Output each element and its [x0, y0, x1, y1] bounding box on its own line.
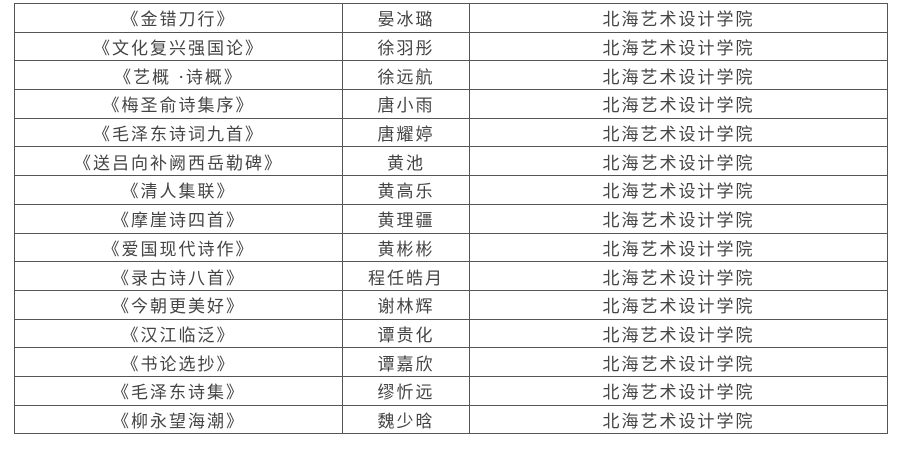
table-row: 《送吕向补阙西岳勒碑》 黄池 北海艺术设计学院 [14, 146, 888, 177]
table-row: 《柳永望海潮》 魏少晗 北海艺术设计学院 [14, 404, 888, 435]
work-title-cell: 《梅圣俞诗集序》 [14, 89, 343, 119]
author-name-cell: 唐耀婷 [342, 117, 470, 148]
work-title-cell: 《送吕向补阙西岳勒碑》 [14, 146, 343, 177]
author-name-cell: 谭贵化 [342, 318, 470, 349]
table-row: 《录古诗八首》 程任皓月 北海艺术设计学院 [14, 261, 888, 291]
table-row: 《艺概 ·诗概》 徐远航 北海艺术设计学院 [14, 60, 888, 91]
author-name-cell: 魏少晗 [342, 404, 470, 435]
school-cell: 北海艺术设计学院 [469, 203, 888, 234]
table-row: 《金错刀行》 晏冰璐 北海艺术设计学院 [14, 3, 888, 33]
table-row: 《摩崖诗四首》 黄理疆 北海艺术设计学院 [14, 203, 888, 234]
work-title-cell: 《录古诗八首》 [14, 261, 343, 291]
work-title-cell: 《文化复兴强国论》 [14, 31, 343, 62]
school-cell: 北海艺术设计学院 [469, 60, 888, 91]
work-title-cell: 《摩崖诗四首》 [14, 203, 343, 234]
school-cell: 北海艺术设计学院 [469, 318, 888, 349]
table-row: 《毛泽东诗集》 缪忻远 北海艺术设计学院 [14, 375, 888, 406]
school-cell: 北海艺术设计学院 [469, 289, 888, 320]
entries-table: 《金错刀行》 晏冰璐 北海艺术设计学院 《文化复兴强国论》 徐羽彤 北海艺术设计学院 《艺概… [14, 3, 888, 435]
work-title-cell: 《柳永望海潮》 [14, 404, 343, 435]
school-cell: 北海艺术设计学院 [469, 31, 888, 62]
work-title-cell: 《清人集联》 [14, 175, 343, 205]
author-name-cell: 黄彬彬 [342, 232, 470, 263]
table-row: 《书论选抄》 谭嘉欣 北海艺术设计学院 [14, 347, 888, 377]
author-name-cell: 黄高乐 [342, 175, 470, 205]
author-name-cell: 黄理疆 [342, 203, 470, 234]
work-title-cell: 《爱国现代诗作》 [14, 232, 343, 263]
school-cell: 北海艺术设计学院 [469, 347, 888, 377]
work-title-cell: 《汉江临泛》 [14, 318, 343, 349]
school-cell: 北海艺术设计学院 [469, 404, 888, 435]
school-cell: 北海艺术设计学院 [469, 232, 888, 263]
author-name-cell: 晏冰璐 [342, 3, 470, 33]
author-name-cell: 黄池 [342, 146, 470, 177]
school-cell: 北海艺术设计学院 [469, 89, 888, 119]
table-row: 《文化复兴强国论》 徐羽彤 北海艺术设计学院 [14, 31, 888, 62]
author-name-cell: 程任皓月 [342, 261, 470, 291]
school-cell: 北海艺术设计学院 [469, 375, 888, 406]
work-title-cell: 《书论选抄》 [14, 347, 343, 377]
table-row: 《今朝更美好》 谢林辉 北海艺术设计学院 [14, 289, 888, 320]
school-cell: 北海艺术设计学院 [469, 3, 888, 33]
school-cell: 北海艺术设计学院 [469, 175, 888, 205]
table-row: 《爱国现代诗作》 黄彬彬 北海艺术设计学院 [14, 232, 888, 263]
school-cell: 北海艺术设计学院 [469, 261, 888, 291]
table-row: 《毛泽东诗词九首》 唐耀婷 北海艺术设计学院 [14, 117, 888, 148]
work-title-cell: 《毛泽东诗集》 [14, 375, 343, 406]
school-cell: 北海艺术设计学院 [469, 146, 888, 177]
author-name-cell: 徐远航 [342, 60, 470, 91]
work-title-cell: 《艺概 ·诗概》 [14, 60, 343, 91]
author-name-cell: 谭嘉欣 [342, 347, 470, 377]
table-body: 《金错刀行》 晏冰璐 北海艺术设计学院 《文化复兴强国论》 徐羽彤 北海艺术设计学院 《艺概… [14, 3, 888, 435]
table-row: 《汉江临泛》 谭贵化 北海艺术设计学院 [14, 318, 888, 349]
work-title-cell: 《今朝更美好》 [14, 289, 343, 320]
table-row: 《梅圣俞诗集序》 唐小雨 北海艺术设计学院 [14, 89, 888, 119]
work-title-cell: 《金错刀行》 [14, 3, 343, 33]
table-row: 《清人集联》 黄高乐 北海艺术设计学院 [14, 175, 888, 205]
author-name-cell: 缪忻远 [342, 375, 470, 406]
school-cell: 北海艺术设计学院 [469, 117, 888, 148]
author-name-cell: 谢林辉 [342, 289, 470, 320]
author-name-cell: 唐小雨 [342, 89, 470, 119]
author-name-cell: 徐羽彤 [342, 31, 470, 62]
work-title-cell: 《毛泽东诗词九首》 [14, 117, 343, 148]
